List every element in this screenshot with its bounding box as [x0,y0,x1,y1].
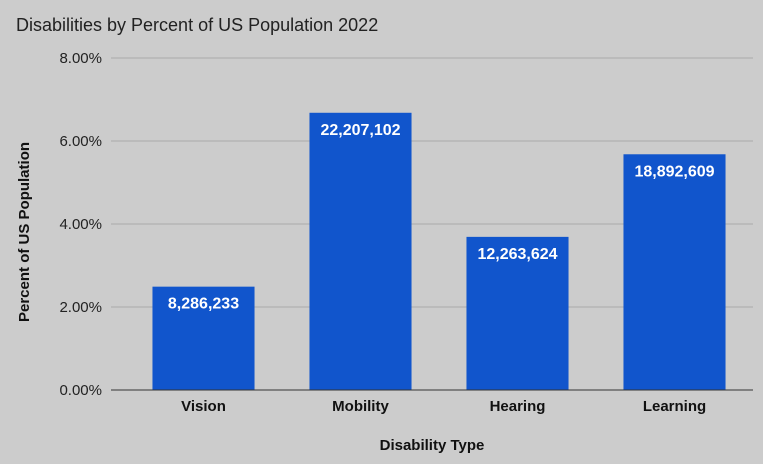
data-label: 22,207,102 [320,122,400,139]
y-tick-labels: 0.00% 2.00% 4.00% 6.00% 8.00% [59,50,102,399]
chart-title: Disabilities by Percent of US Population… [16,15,378,35]
x-category-label: Mobility [332,398,389,415]
data-label: 8,286,233 [168,296,239,313]
bar [623,154,726,390]
x-category-label: Learning [643,398,706,415]
x-axis-title: Disability Type [380,437,485,454]
y-tick-label: 2.00% [59,299,102,316]
x-category-label: Vision [181,398,226,415]
bar [466,236,569,390]
y-axis-title: Percent of US Population [16,142,33,322]
data-label: 12,263,624 [477,246,557,263]
bar [309,112,412,390]
y-tick-label: 8.00% [59,50,102,67]
bar [152,286,255,390]
bars [152,112,726,390]
x-category-labels: Vision Mobility Hearing Learning [181,398,706,415]
y-tick-label: 6.00% [59,133,102,150]
y-tick-label: 0.00% [59,382,102,399]
y-tick-label: 4.00% [59,216,102,233]
data-label: 18,892,609 [634,163,714,180]
x-category-label: Hearing [490,398,546,415]
data-labels: 8,286,233 22,207,102 12,263,624 18,892,609 [168,122,715,313]
